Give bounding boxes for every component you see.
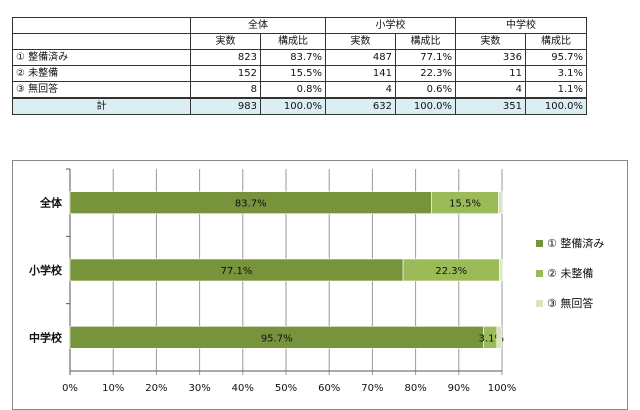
stacked-bar-chart: 0% 10% 20% 30% 40% 50% 60% 70% 80% 90% 100% 全体 83.7%… — [28, 168, 517, 394]
bar-value-label: 77.1% — [221, 266, 253, 277]
row-label: ① 整備済み — [12, 49, 191, 66]
table-cell: 351 — [455, 97, 526, 115]
table-group-header: 中学校 — [455, 17, 587, 34]
table-sub-header: 実数 — [455, 33, 526, 50]
table-sub-header: 構成比 — [395, 33, 456, 50]
bar-value-label: 22.3% — [435, 266, 467, 277]
legend-label: ③ 無回答 — [547, 297, 594, 310]
category-label: 小学校 — [28, 263, 63, 277]
table-cell: 823 — [190, 49, 261, 66]
table-cell: 8 — [190, 81, 261, 99]
table-row: ③ 無回答 8 0.8% 4 0.6% 4 1.1% — [12, 81, 587, 99]
legend-label: ① 整備済み — [547, 237, 605, 250]
table-cell: 4 — [455, 81, 526, 99]
table-group-header-row: 全体 小学校 中学校 — [12, 17, 587, 34]
table-cell: 336 — [455, 49, 526, 66]
bar-segment — [498, 191, 503, 214]
table-cell: 100.0% — [395, 97, 456, 115]
table-total-row: 計 983 100.0% 632 100.0% 351 100.0% — [12, 97, 587, 115]
x-tick-label: 40% — [232, 383, 254, 394]
table-sub-header-row: 実数 構成比 実数 構成比 実数 構成比 — [12, 33, 587, 50]
table-sub-header: 実数 — [325, 33, 396, 50]
table-row: ① 整備済み 823 83.7% 487 77.1% 336 95.7% — [12, 49, 587, 66]
x-tick-label: 90% — [448, 383, 470, 394]
table-cell: 487 — [325, 49, 396, 66]
table-row: ② 未整備 152 15.5% 141 22.3% 11 3.1% — [12, 65, 587, 82]
x-tick-label: 80% — [404, 383, 426, 394]
x-tick-label: 20% — [145, 383, 167, 394]
category-label: 全体 — [39, 196, 63, 210]
bar-segment — [499, 258, 503, 282]
table-sub-header: 構成比 — [525, 33, 587, 50]
legend-swatch — [536, 269, 543, 277]
table-cell: 95.7% — [525, 49, 587, 66]
row-label: ③ 無回答 — [12, 81, 191, 99]
chart-legend: ① 整備済み ② 未整備 ③ 無回答 — [536, 236, 604, 326]
category-label: 中学校 — [29, 330, 63, 344]
legend-swatch — [536, 239, 543, 247]
bar-value-label: 15.5% — [449, 199, 481, 210]
x-tick-label: 30% — [188, 383, 210, 394]
table-cell: 3.1% — [525, 65, 587, 82]
legend-item: ③ 無回答 — [536, 296, 604, 310]
table-cell: 983 — [190, 97, 261, 115]
legend-swatch — [536, 299, 543, 307]
legend-item: ① 整備済み — [536, 236, 604, 250]
table-group-header: 全体 — [190, 17, 326, 34]
table-cell: 632 — [325, 97, 396, 115]
table-cell: 100.0% — [525, 97, 587, 115]
table-cell: 1.1% — [525, 81, 587, 99]
x-tick-label: 60% — [318, 383, 340, 394]
table-sub-header: 構成比 — [260, 33, 326, 50]
table-cell: 0.8% — [260, 81, 326, 99]
x-tick-label: 100% — [488, 383, 517, 394]
table-cell: 100.0% — [260, 97, 326, 115]
table-cell: 83.7% — [260, 49, 326, 66]
table-cell: 15.5% — [260, 65, 326, 82]
table-cell: 0.6% — [395, 81, 456, 99]
table-corner-cell — [12, 17, 191, 34]
x-tick-label: 50% — [275, 383, 297, 394]
table-cell: 22.3% — [395, 65, 456, 82]
legend-label: ② 未整備 — [547, 267, 594, 280]
chart-frame: 0% 10% 20% 30% 40% 50% 60% 70% 80% 90% 100% 全体 83.7%… — [12, 160, 628, 410]
x-tick-label: 0% — [62, 383, 78, 394]
table-cell: 141 — [325, 65, 396, 82]
data-table: 全体 小学校 中学校 実数 構成比 実数 構成比 実数 構成比 ① 整備済み 8… — [12, 17, 587, 115]
table-corner-cell — [12, 33, 191, 50]
legend-item: ② 未整備 — [536, 266, 604, 280]
bar-segment — [496, 326, 502, 349]
bar-value-label: 83.7% — [235, 199, 267, 210]
row-label: ② 未整備 — [12, 65, 191, 82]
table-cell: 77.1% — [395, 49, 456, 66]
x-tick-label: 10% — [102, 383, 124, 394]
bar-value-label: 3.1% — [479, 333, 504, 344]
bar-value-label: 95.7% — [261, 333, 293, 344]
table-sub-header: 実数 — [190, 33, 261, 50]
table-group-header: 小学校 — [325, 17, 456, 34]
total-label: 計 — [12, 97, 191, 115]
x-tick-label: 70% — [361, 383, 383, 394]
table-cell: 4 — [325, 81, 396, 99]
table-cell: 152 — [190, 65, 261, 82]
table-cell: 11 — [455, 65, 526, 82]
